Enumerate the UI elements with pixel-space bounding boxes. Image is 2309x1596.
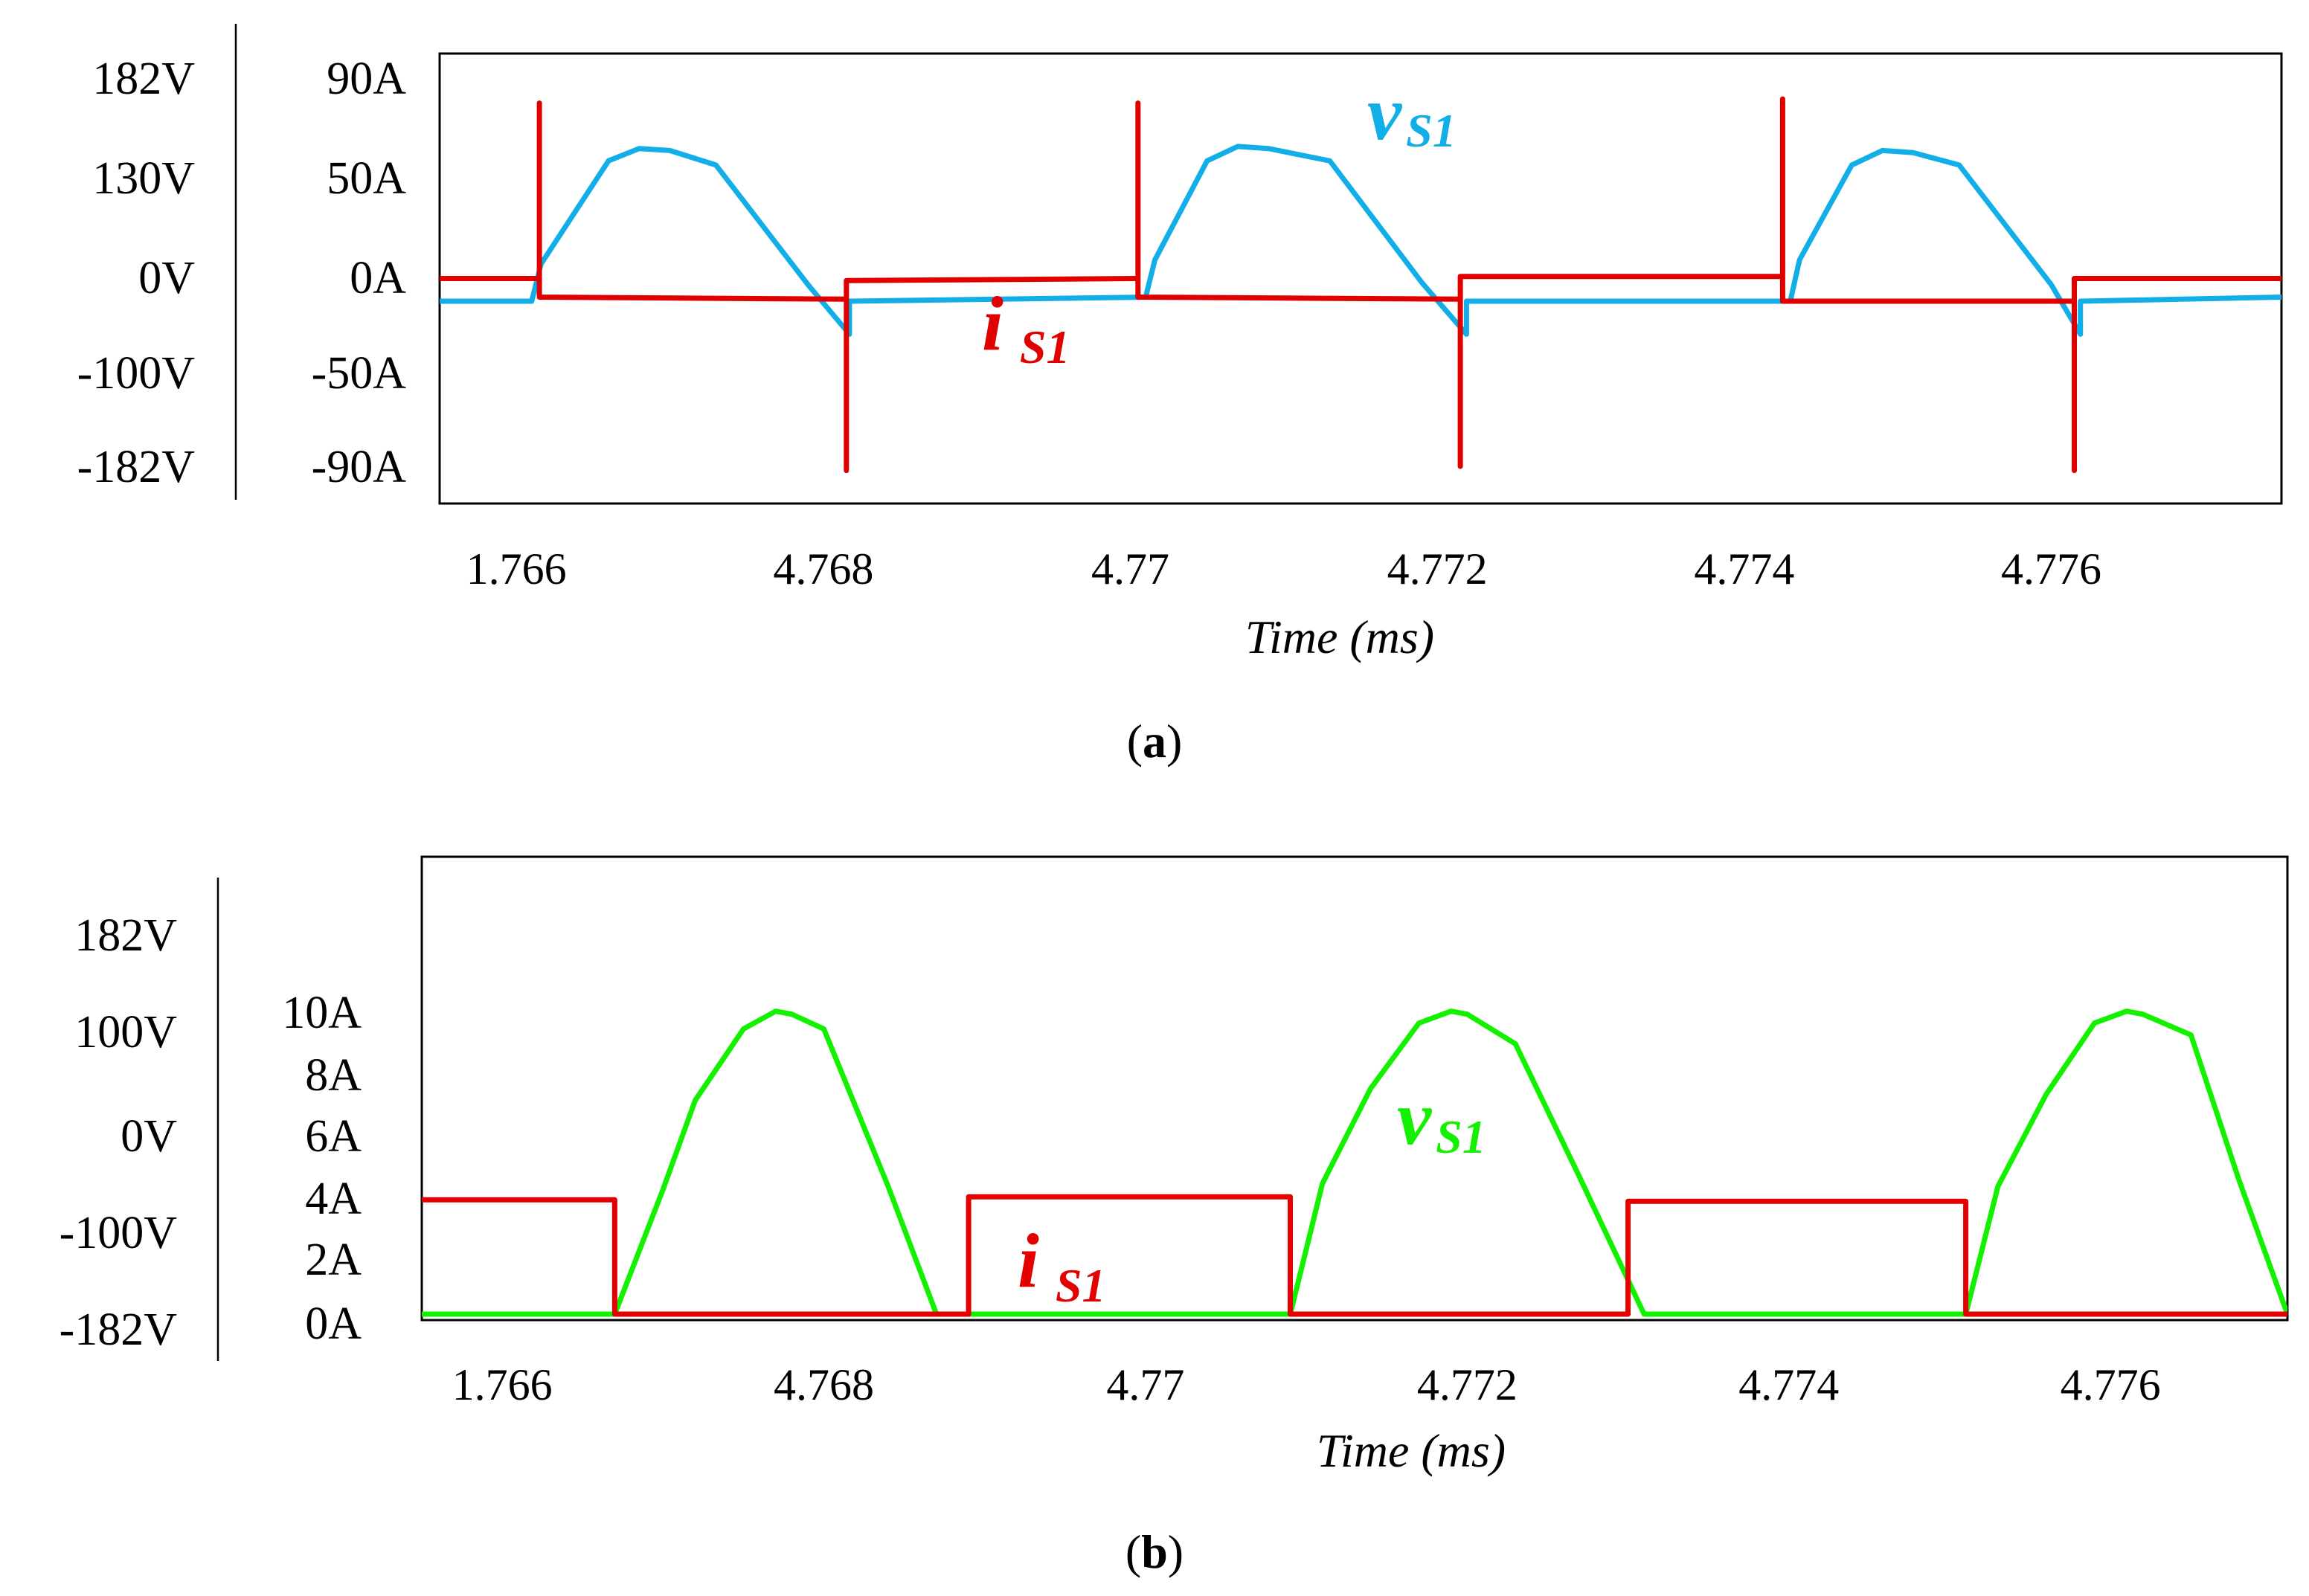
- panel-a-voltage-tick-label: 0V: [138, 253, 195, 303]
- panel-a-x-axis: 1.766 4.768 4.77 4.772 4.774 4.776: [466, 544, 2101, 593]
- panel-a-voltage-tick-label: 182V: [92, 54, 195, 104]
- panel-b-voltage-tick-label: -100V: [60, 1208, 178, 1258]
- panel-a-caption-open: (: [1127, 715, 1143, 768]
- panel-b-x-tick-label: 4.776: [2061, 1360, 2161, 1409]
- panel-b-voltage-tick-label: -182V: [60, 1304, 178, 1355]
- panel-a-current-tick-label: -50A: [312, 348, 407, 399]
- panel-b-voltage-tick-label: 0V: [121, 1111, 177, 1162]
- panel-a-x-tick-label: 4.77: [1091, 544, 1169, 593]
- panel-a-current-tick-label: -90A: [312, 442, 407, 492]
- panel-b-voltage-axis: 182V 100V 0V -100V -182V: [60, 910, 178, 1355]
- panel-a-caption-close: ): [1166, 715, 1182, 768]
- panel-a-caption: (a): [1127, 715, 1183, 768]
- panel-a-vs1-annotation: vS1: [1367, 71, 1457, 157]
- panel-b-vs1-annotation: vS1: [1397, 1075, 1486, 1163]
- panel-b-caption-open: (: [1125, 1525, 1141, 1578]
- panel-b-is1-subscript: S1: [1056, 1259, 1106, 1312]
- panel-a-current-tick-label: 50A: [327, 153, 406, 204]
- panel-b-current-tick-label: 2A: [305, 1235, 362, 1285]
- panel-a-vs1-label: v: [1367, 71, 1403, 156]
- panel-b-current-tick-label: 6A: [305, 1111, 362, 1162]
- panel-b-is1-annotation: i S1: [1018, 1218, 1106, 1312]
- panel-b-current-tick-label: 10A: [282, 988, 362, 1038]
- panel-b-current-tick-label: 0A: [305, 1299, 362, 1349]
- panel-a-is1-annotation: i S1: [982, 281, 1070, 373]
- panel-b-vs1-subscript: S1: [1436, 1110, 1486, 1163]
- panel-b-chart: 182V 100V 0V -100V -182V 10A 8A 6A 4A 2A 0A 1.766…: [60, 855, 2289, 1578]
- panel-a-plot-frame: [438, 52, 2283, 505]
- panel-a-current-axis: 90A 50A 0A -50A -90A: [312, 54, 407, 492]
- panel-b-x-tick-label: 4.77: [1106, 1360, 1184, 1409]
- panel-b-current-axis: 10A 8A 6A 4A 2A 0A: [282, 988, 362, 1349]
- panel-b-x-axis-label: Time (ms): [1317, 1424, 1506, 1477]
- panel-b-x-tick-label: 4.768: [774, 1360, 874, 1409]
- panel-b-series-v-s1: [422, 1008, 2287, 1317]
- panel-a-vs1-subscript: S1: [1406, 104, 1457, 157]
- panel-b-vs1-label: v: [1397, 1075, 1433, 1161]
- panel-a-current-tick-label: 90A: [327, 54, 406, 104]
- panel-b-caption: (b): [1125, 1525, 1184, 1578]
- panel-a-is1-subscript: S1: [1020, 321, 1070, 373]
- panel-a-x-tick-label: 4.776: [2001, 544, 2101, 593]
- panel-b-series-i-s1: [422, 1194, 2287, 1317]
- panel-a-caption-letter: a: [1143, 715, 1166, 768]
- panel-b-x-axis: 1.766 4.768 4.77 4.772 4.774 4.776: [452, 1360, 2161, 1409]
- panel-b-x-tick-label: 4.772: [1417, 1360, 1518, 1409]
- panel-a-x-tick-label: 4.772: [1387, 544, 1488, 593]
- panel-a-x-axis-label: Time (ms): [1245, 611, 1434, 663]
- panel-a-chart: 182V 130V 0V -100V -182V 90A 50A 0A -50A -90A 1.…: [77, 24, 2283, 768]
- panel-a-plot-area: [440, 96, 2281, 474]
- panel-b-plot-area: [422, 1008, 2287, 1317]
- panel-a-voltage-tick-label: -100V: [77, 348, 196, 399]
- panel-b-caption-close: ): [1168, 1525, 1184, 1578]
- panel-b-x-tick-label: 1.766: [452, 1360, 553, 1409]
- panel-b-voltage-tick-label: 182V: [74, 910, 177, 961]
- panel-a-current-tick-label: 0A: [350, 253, 406, 303]
- panel-b-current-tick-label: 4A: [305, 1174, 362, 1224]
- panel-a-series-i-s1: [440, 96, 2281, 474]
- panel-a-x-tick-label: 4.774: [1694, 544, 1794, 593]
- panel-a-voltage-tick-label: -182V: [77, 442, 196, 492]
- panel-b-caption-letter: b: [1141, 1525, 1168, 1578]
- panel-a-voltage-axis: 182V 130V 0V -100V -182V: [77, 54, 196, 492]
- panel-a-x-tick-label: 4.768: [773, 544, 873, 593]
- panel-b-x-tick-label: 4.774: [1738, 1360, 1839, 1409]
- panel-a-is1-label: i: [982, 281, 1003, 367]
- panel-a-voltage-tick-label: 130V: [92, 153, 195, 204]
- panel-b-current-tick-label: 8A: [305, 1050, 362, 1101]
- panel-b-is1-label: i: [1018, 1218, 1039, 1304]
- panel-a-series-v-s1: [440, 144, 2281, 337]
- panel-b-voltage-tick-label: 100V: [74, 1007, 177, 1058]
- panel-a-x-tick-label: 1.766: [466, 544, 567, 593]
- panel-b-plot-frame: [420, 855, 2289, 1322]
